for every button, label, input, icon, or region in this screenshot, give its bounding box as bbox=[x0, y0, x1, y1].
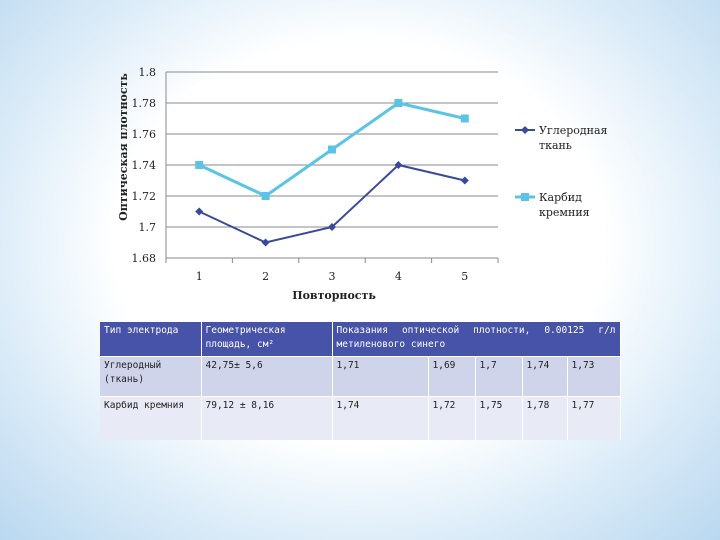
data-point bbox=[328, 145, 336, 154]
data-point bbox=[195, 161, 204, 169]
data-point bbox=[394, 99, 403, 107]
y-tick-label: 1.8 bbox=[139, 66, 157, 79]
cell-value: 1,72 bbox=[428, 395, 476, 440]
x-axis-title: Повторность bbox=[292, 289, 376, 302]
legend-label: ткань bbox=[539, 139, 572, 152]
x-tick-label: 2 bbox=[262, 270, 269, 283]
cell-value: 1,7 bbox=[475, 355, 523, 396]
cell-value: 1,75 bbox=[475, 395, 523, 440]
table-header-row: Тип электрода Геометрическая площадь, см… bbox=[100, 322, 621, 356]
cell-value: 1,78 bbox=[522, 395, 568, 440]
y-tick-label: 1.78 bbox=[132, 97, 157, 110]
y-tick-label: 1.7 bbox=[139, 221, 157, 234]
data-point bbox=[195, 207, 204, 216]
data-point bbox=[261, 238, 270, 247]
legend-label: кремния bbox=[539, 206, 590, 219]
y-tick-label: 1.68 bbox=[132, 252, 157, 265]
header-optical-density: Показания оптической плотности, 0.00125 … bbox=[332, 322, 621, 356]
legend-label: Карбид bbox=[539, 191, 582, 204]
data-table: Тип электрода Геометрическая площадь, см… bbox=[100, 322, 621, 440]
gridlines bbox=[165, 71, 499, 263]
data-point bbox=[328, 223, 336, 231]
table-row: Углеродный (ткань) 42,75± 5,6 1,71 1,69 … bbox=[100, 355, 621, 396]
cell-value: 1,69 bbox=[428, 355, 476, 396]
legend: Углеродная ткань Карбид кремния bbox=[515, 124, 608, 219]
x-tick-label: 5 bbox=[461, 270, 468, 283]
x-tick-label: 3 bbox=[329, 270, 336, 283]
y-tick-label: 1.76 bbox=[132, 128, 157, 141]
data-point bbox=[394, 161, 403, 169]
x-tick-label: 1 bbox=[196, 270, 203, 283]
data-point bbox=[261, 192, 270, 200]
cell-area: 79,12 ± 8,16 bbox=[201, 395, 333, 440]
cell-value: 1,77 bbox=[567, 395, 621, 440]
axis-ticks: 1.68 1.7 1.72 1.74 1.76 1.78 1.8 1 2 3 4 5 bbox=[132, 66, 469, 283]
header-electrode-type: Тип электрода bbox=[100, 322, 202, 356]
data-point bbox=[460, 176, 469, 185]
cell-area: 42,75± 5,6 bbox=[201, 355, 333, 396]
x-tick-label: 4 bbox=[395, 270, 402, 283]
y-tick-label: 1.72 bbox=[132, 190, 157, 203]
cell-value: 1,74 bbox=[332, 395, 429, 440]
data-point bbox=[521, 126, 529, 134]
cell-electrode-type: Карбид кремния bbox=[100, 395, 202, 440]
cell-electrode-type: Углеродный (ткань) bbox=[100, 355, 202, 396]
series-layer bbox=[195, 99, 469, 247]
y-axis-title: Оптическая плотность bbox=[117, 73, 130, 221]
y-tick-label: 1.74 bbox=[132, 159, 157, 172]
legend-label: Углеродная bbox=[539, 124, 608, 137]
cell-value: 1,71 bbox=[332, 355, 429, 396]
table-row: Карбид кремния 79,12 ± 8,16 1,74 1,72 1,… bbox=[100, 395, 621, 440]
cell-value: 1,74 bbox=[522, 355, 568, 396]
data-point bbox=[521, 193, 529, 201]
cell-value: 1,73 bbox=[567, 355, 621, 396]
header-geometric-area: Геометрическая площадь, см² bbox=[201, 322, 333, 356]
line-chart: 1.68 1.7 1.72 1.74 1.76 1.78 1.8 1 2 3 4 5 Оптическ… bbox=[117, 66, 608, 302]
data-point bbox=[460, 114, 469, 123]
